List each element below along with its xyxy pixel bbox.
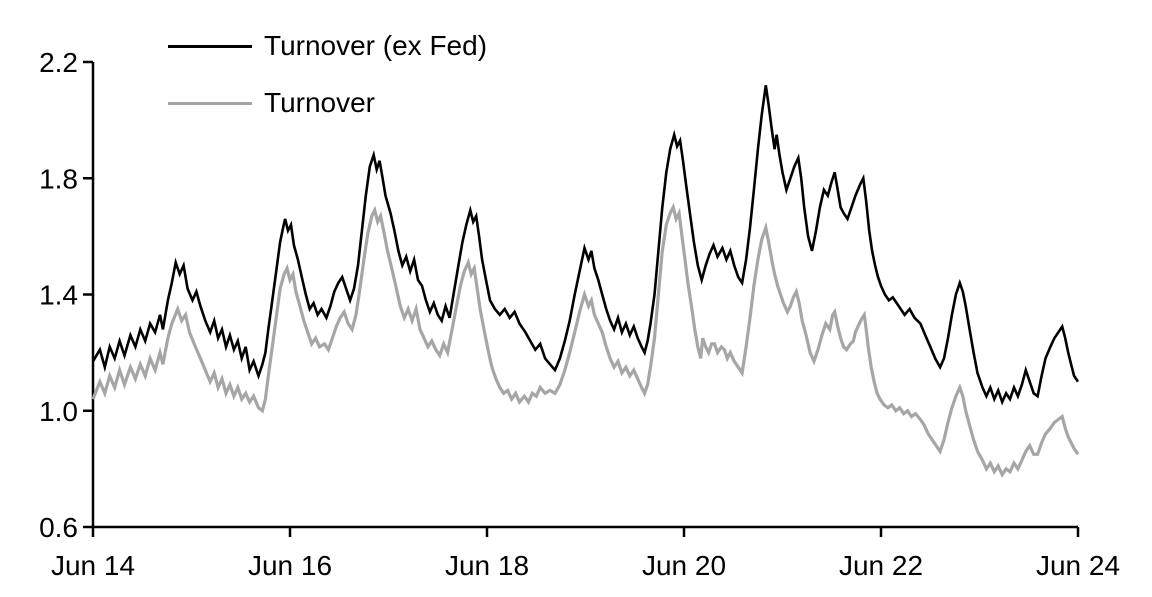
- series-line-turnover-ex-fed: [91, 85, 1080, 406]
- y-tick-label: 1.0: [39, 396, 78, 427]
- legend-label-turnover-ex-fed: Turnover (ex Fed): [264, 30, 488, 61]
- x-tick-label: Jun 20: [642, 550, 726, 581]
- series-line-turnover: [91, 202, 1080, 478]
- y-tick-label: 1.8: [39, 163, 78, 194]
- legend-label-turnover: Turnover: [264, 87, 376, 118]
- turnover-line-swatch: [168, 101, 252, 105]
- y-tick-label: 0.6: [39, 512, 78, 543]
- x-tick-label: Jun 24: [1036, 550, 1120, 581]
- legend-item-turnover-ex-fed: Turnover (ex Fed): [168, 28, 487, 64]
- y-tick-label: 1.4: [39, 280, 78, 311]
- turnover-ex-fed-line-swatch: [168, 44, 252, 48]
- y-tick-label: 2.2: [39, 47, 78, 78]
- x-tick-label: Jun 22: [839, 550, 923, 581]
- x-tick-label: Jun 14: [51, 550, 135, 581]
- x-tick-label: Jun 18: [445, 550, 529, 581]
- x-tick-label: Jun 16: [248, 550, 332, 581]
- chart-legend: Turnover (ex Fed) Turnover: [168, 28, 487, 142]
- legend-item-turnover: Turnover: [168, 85, 487, 121]
